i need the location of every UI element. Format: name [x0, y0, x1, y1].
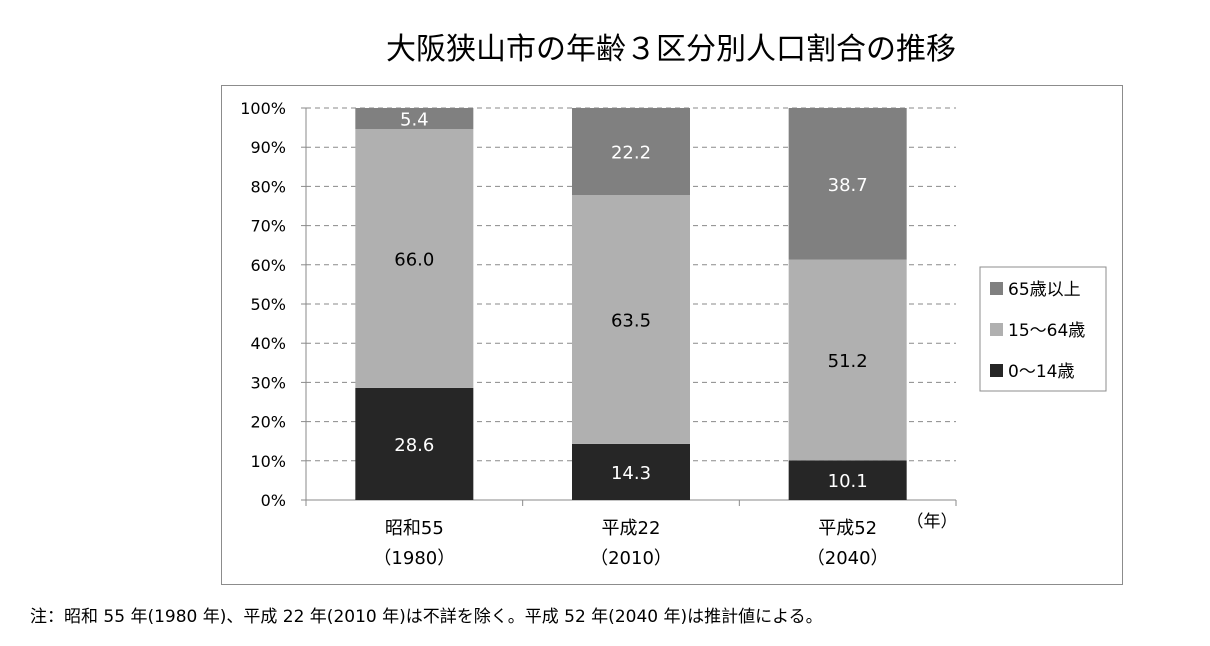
y-tick-label: 60% — [250, 256, 286, 275]
chart-title: 大阪狭山市の年齢３区分別人口割合の推移 — [386, 32, 956, 67]
bar-segment — [355, 108, 474, 130]
legend-label: 0〜14歳 — [1008, 362, 1074, 382]
x-tick-label: 昭和55 — [385, 518, 444, 539]
y-tick-label: 30% — [250, 373, 286, 392]
bar-segment — [355, 129, 474, 388]
bar-segment — [788, 259, 907, 461]
data-label: 38.7 — [828, 175, 868, 196]
legend-swatch — [990, 282, 1003, 295]
bar-segment — [572, 195, 690, 444]
x-tick-label: 平成52 — [818, 518, 877, 539]
footnote: 注：昭和 55 年(1980 年)、平成 22 年(2010 年)は不詳を除く。… — [30, 607, 823, 627]
y-tick-label: 20% — [250, 413, 286, 432]
data-label: 10.1 — [828, 471, 868, 492]
data-label: 5.4 — [400, 110, 429, 131]
data-label: 66.0 — [394, 250, 434, 271]
chart-frame — [221, 85, 1123, 585]
x-tick-label: （1980） — [373, 548, 455, 569]
y-tick-label: 70% — [250, 217, 286, 236]
y-tick-label: 10% — [250, 452, 286, 471]
x-axis-label: （年） — [907, 512, 958, 532]
data-label: 22.2 — [611, 143, 651, 164]
x-tick-label: 平成22 — [602, 518, 661, 539]
y-tick-label: 0% — [261, 491, 286, 510]
x-tick-label: （2010） — [590, 548, 672, 569]
bar-segment — [355, 387, 474, 500]
bar-segment — [788, 108, 907, 260]
y-tick-label: 80% — [250, 177, 286, 196]
y-tick-label: 40% — [250, 334, 286, 353]
x-tick-label: （2040） — [807, 548, 889, 569]
legend-swatch — [990, 323, 1003, 336]
y-tick-label: 100% — [240, 99, 286, 118]
data-label: 14.3 — [611, 463, 651, 484]
data-label: 51.2 — [828, 351, 868, 372]
bar-segment — [572, 443, 690, 500]
y-tick-label: 50% — [250, 295, 286, 314]
legend-label: 15〜64歳 — [1008, 321, 1085, 341]
data-label: 63.5 — [611, 310, 651, 331]
legend-swatch — [990, 364, 1003, 377]
legend-label: 65歳以上 — [1008, 280, 1081, 300]
data-label: 28.6 — [394, 435, 434, 456]
bar-segment — [788, 460, 907, 500]
bar-segment — [572, 108, 690, 196]
y-tick-label: 90% — [250, 138, 286, 157]
